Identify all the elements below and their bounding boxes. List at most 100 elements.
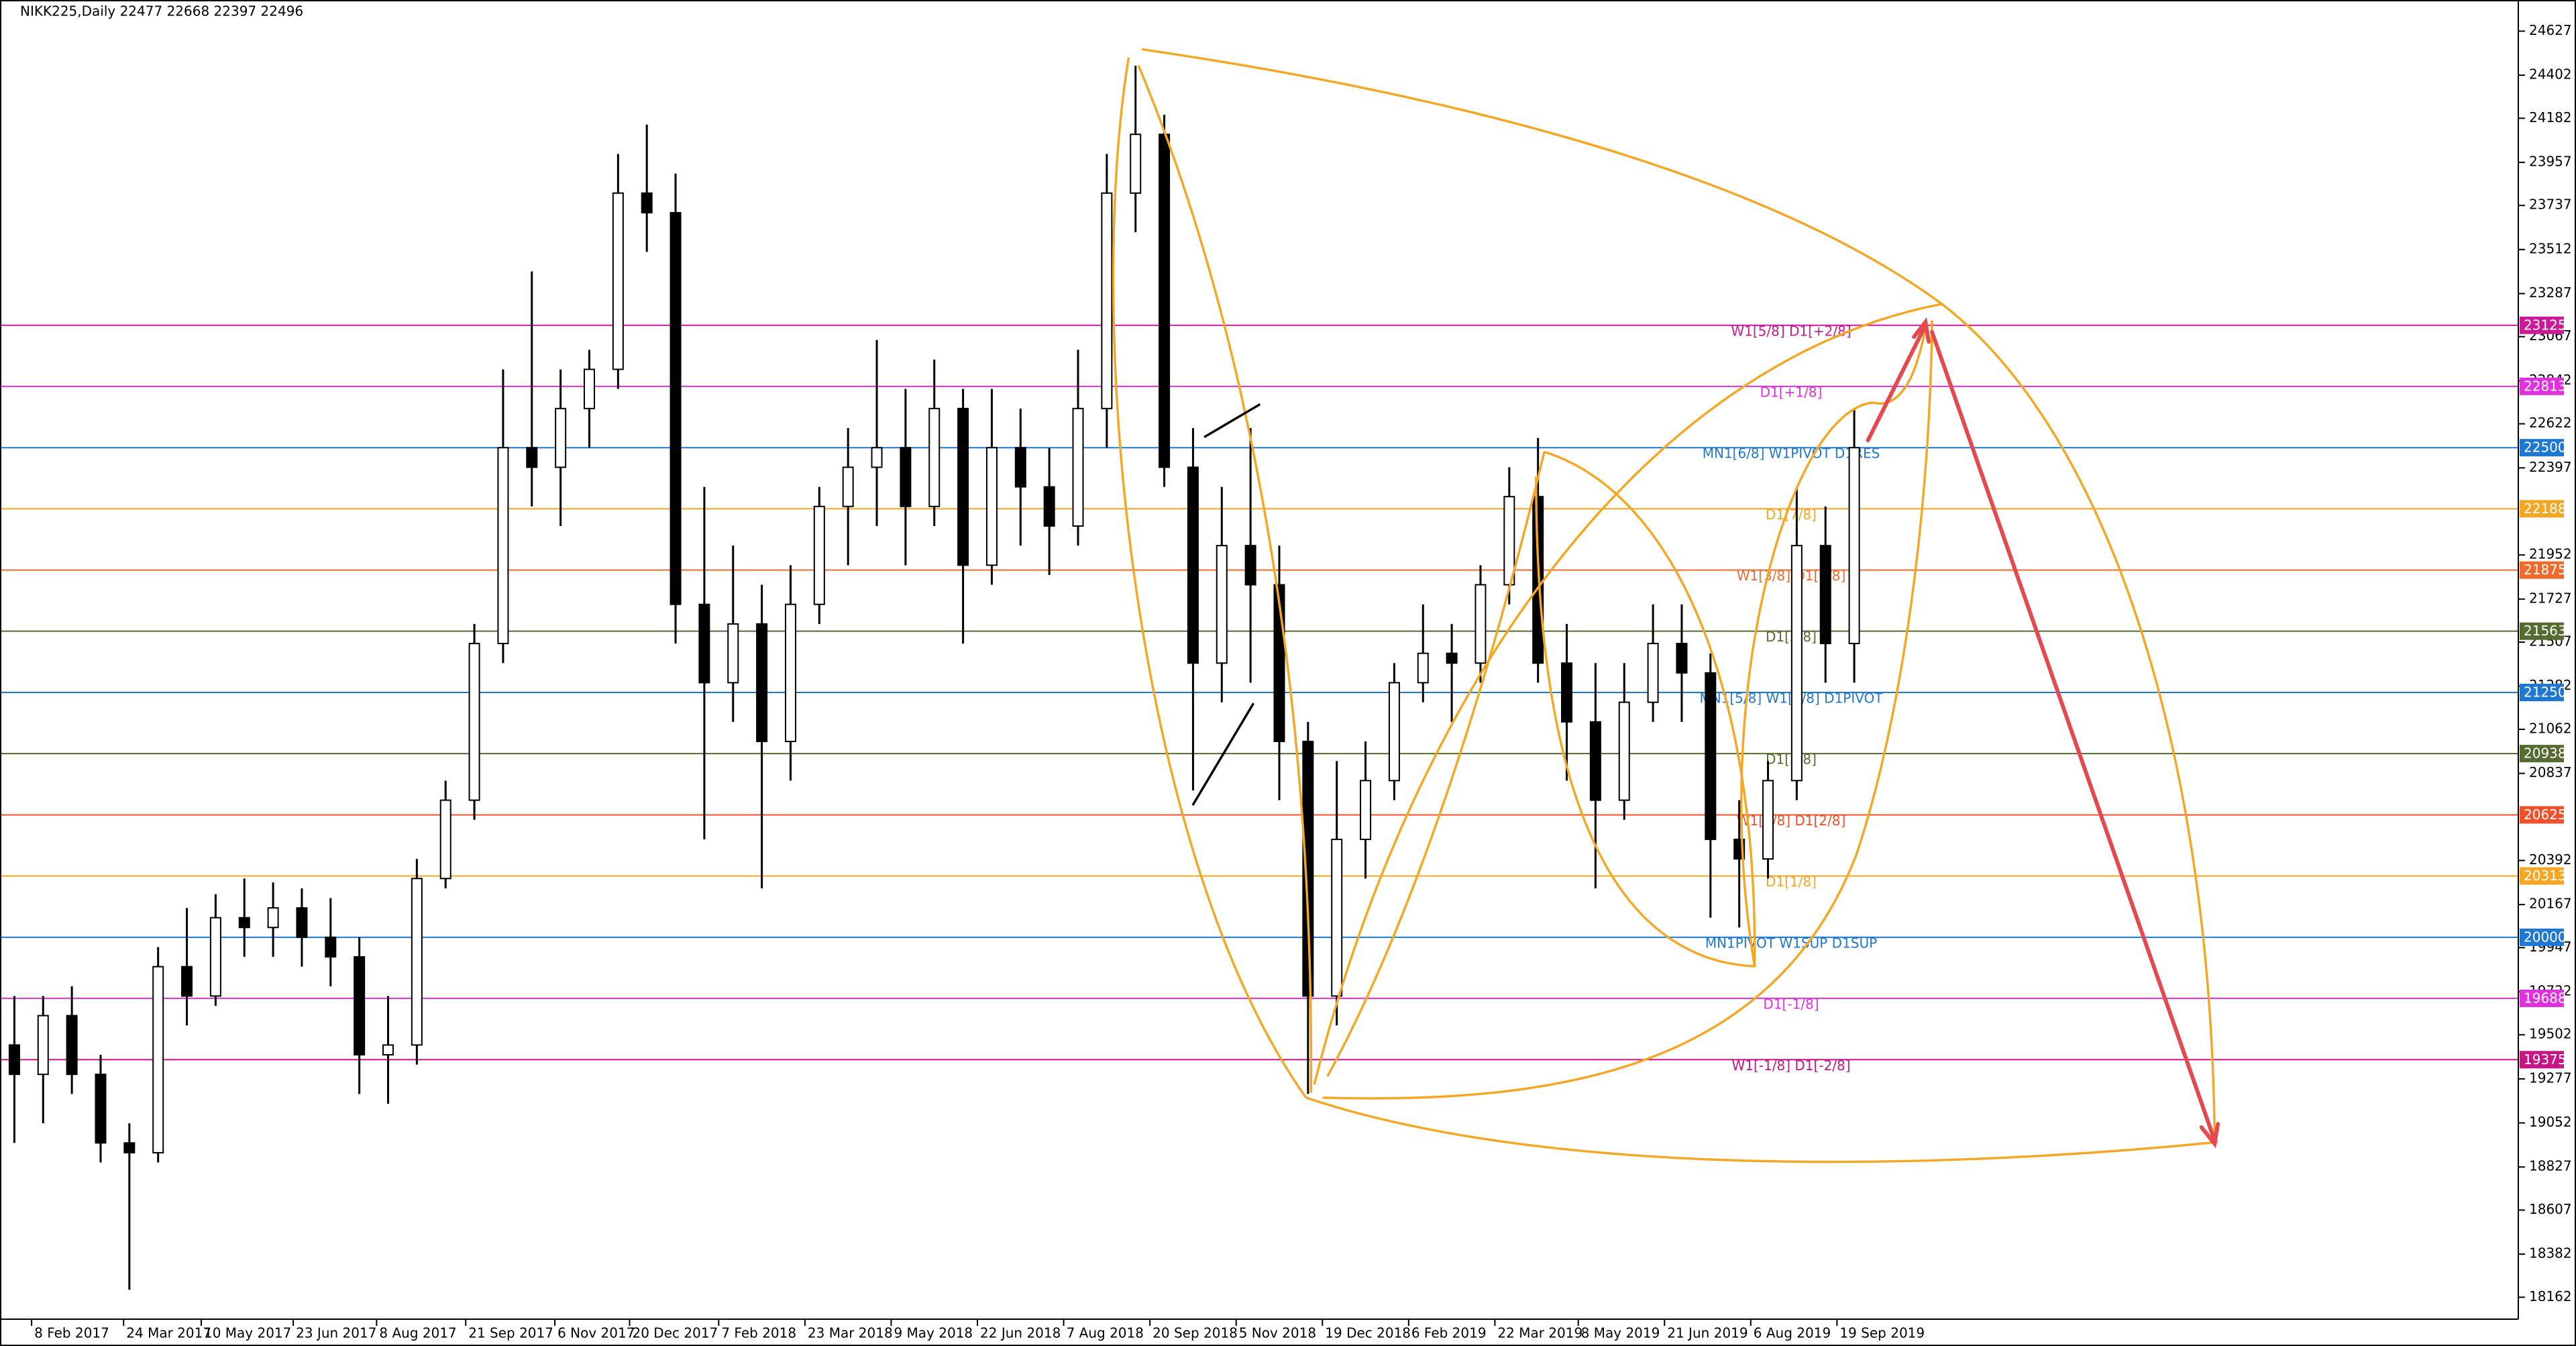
x-tick-label: 9 May 2018 (894, 1325, 973, 1341)
candle-body (1705, 672, 1717, 840)
y-tick-label: 23512 (2529, 240, 2572, 256)
level-label: D1[7/8] (1766, 507, 1817, 523)
y-tick-label: 21952 (2529, 546, 2572, 562)
level-tag-label: 22500 (2524, 439, 2567, 456)
candle-body (354, 956, 366, 1055)
level-tag (2520, 622, 2564, 640)
candle-body (1417, 652, 1429, 684)
candle-body (1618, 701, 1630, 801)
red-arrows (1866, 317, 2220, 1149)
candle-body (1130, 134, 1142, 194)
candle-body (1014, 447, 1026, 488)
candle-body (1848, 447, 1860, 645)
level-tag-label: 20625 (2524, 807, 2567, 823)
arc (1313, 303, 1943, 1085)
candle-body (727, 623, 739, 684)
candle-body (813, 505, 825, 605)
candle-body (1589, 721, 1601, 801)
candle-body (985, 447, 998, 566)
candle-body (555, 407, 567, 468)
level-tag-label: 20313 (2524, 868, 2567, 884)
candle-body (325, 936, 337, 958)
level-tag (2520, 439, 2564, 457)
level-tag-label: 23125 (2524, 317, 2567, 333)
candle-body (152, 966, 164, 1153)
candle-body (957, 407, 969, 566)
arrow (1930, 329, 2217, 1143)
level-tag (2520, 377, 2564, 395)
x-tick-label: 21 Sep 2017 (468, 1325, 553, 1341)
y-tick-label: 18607 (2529, 1201, 2572, 1217)
candle-body (238, 917, 250, 929)
candle-body (584, 368, 596, 409)
level-label: W1[-1/8] D1[-2/8] (1731, 1057, 1850, 1074)
level-tag (2520, 1051, 2564, 1069)
level-tag-label: 19375 (2524, 1051, 2567, 1068)
y-tick-label: 20167 (2529, 896, 2572, 912)
x-tick-label: 10 May 2017 (204, 1325, 291, 1341)
candle-body (1187, 466, 1199, 664)
candle-body (267, 907, 279, 929)
candle-body (612, 192, 624, 370)
x-tick-label: 21 Jun 2019 (1667, 1325, 1748, 1341)
candle-body (66, 1015, 78, 1076)
x-tick-label: 7 Aug 2018 (1067, 1325, 1144, 1341)
y-tick-label: 24627 (2529, 22, 2572, 38)
orange-arcs (1112, 48, 2218, 1163)
candle-body (756, 623, 768, 742)
candle-body (1676, 643, 1688, 674)
y-tick-label: 24402 (2529, 66, 2572, 83)
candle-body (1216, 545, 1228, 664)
level-tag-label: 21875 (2524, 562, 2567, 578)
candle-body (526, 447, 538, 468)
candle-body (1762, 780, 1774, 860)
level-tag (2520, 928, 2564, 946)
x-tick-label: 23 Jun 2017 (296, 1325, 376, 1341)
candle-body (1331, 838, 1343, 997)
y-tick-label: 21062 (2529, 720, 2572, 736)
x-tick-label: 19 Dec 2018 (1325, 1325, 1411, 1341)
candle-body (181, 966, 193, 997)
x-tick-label: 8 Aug 2017 (379, 1325, 456, 1341)
candle-body (1360, 780, 1372, 840)
level-tag (2520, 806, 2564, 824)
level-tag-label: 21563 (2524, 623, 2567, 639)
candle-body (784, 603, 796, 742)
level-tag (2520, 561, 2564, 579)
x-tick-label: 19 Sep 2019 (1839, 1325, 1925, 1341)
level-tag (2520, 500, 2564, 518)
candle-body (900, 447, 912, 507)
drawings (1112, 48, 2220, 1163)
candle-body (1159, 134, 1171, 468)
y-tick-label: 19277 (2529, 1070, 2572, 1086)
trend-lines (1191, 403, 1261, 806)
level-label: D1[+1/8] (1760, 384, 1823, 400)
candle-body (641, 192, 653, 213)
candle-body (497, 447, 509, 645)
trend-line (1203, 403, 1261, 438)
level-tag-label: 20938 (2524, 745, 2567, 762)
level-tag-label: 20000 (2524, 929, 2567, 945)
level-tag (2520, 745, 2564, 763)
candle-body (1388, 682, 1400, 782)
arrow-head (2199, 1122, 2220, 1149)
candle-body (1302, 740, 1314, 997)
candle-body (1561, 662, 1573, 723)
y-tick-label: 21727 (2529, 590, 2572, 606)
candle-body (439, 799, 451, 880)
x-tick-label: 7 Feb 2018 (721, 1325, 796, 1341)
x-tick-label: 20 Dec 2017 (633, 1325, 718, 1341)
y-tick-label: 19052 (2529, 1114, 2572, 1130)
candle-body (1446, 652, 1458, 664)
candle-body (871, 447, 883, 468)
candle-body (1101, 192, 1113, 409)
candle-body (468, 643, 480, 801)
y-tick-label: 22622 (2529, 415, 2572, 431)
x-tick-label: 6 Aug 2019 (1754, 1325, 1831, 1341)
level-tag-label: 22188 (2524, 501, 2567, 517)
candle-body (669, 211, 682, 605)
candle-body (842, 466, 854, 507)
y-tick-label: 20392 (2529, 851, 2572, 868)
candles (8, 66, 1860, 1290)
